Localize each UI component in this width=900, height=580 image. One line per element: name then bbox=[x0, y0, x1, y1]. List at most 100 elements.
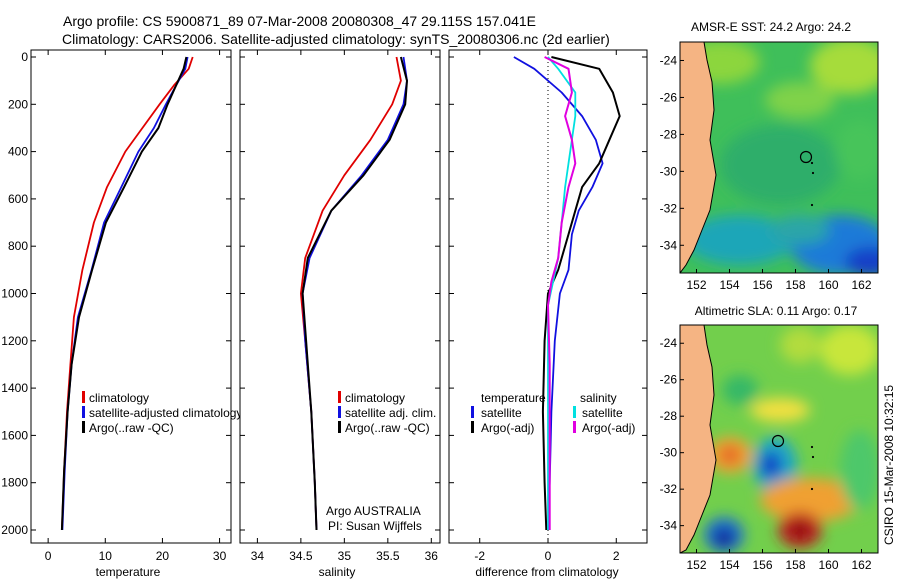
map-lat-label: -26 bbox=[660, 90, 678, 104]
map-lon-label: 158 bbox=[785, 278, 805, 292]
y-tick-label: 600 bbox=[8, 192, 28, 206]
y-tick-label: 1400 bbox=[1, 381, 28, 395]
y-tick-label: 800 bbox=[8, 239, 28, 253]
salinity-axes-box bbox=[239, 49, 441, 544]
x-tick-label: 34.5 bbox=[289, 549, 313, 563]
legend-label-climatology: climatology bbox=[89, 391, 149, 405]
sst-float-marker bbox=[799, 150, 813, 164]
legend-label-climatology: climatology bbox=[345, 391, 405, 405]
legend-label-argo: Argo(..raw -QC) bbox=[345, 421, 430, 435]
sst-island-dot bbox=[810, 161, 814, 165]
salinity-panel: 34 34.5 35 35.5 36 salinity climatology sate… bbox=[239, 49, 441, 579]
x-tick-label: 0 bbox=[45, 549, 52, 563]
y-tick-label: 1000 bbox=[1, 287, 28, 301]
sst-island-dot bbox=[810, 203, 814, 207]
legend-label-satellite: satellite adj. clim. bbox=[345, 406, 436, 420]
salinity-legend: climatology satellite adj. clim. Argo(..… bbox=[338, 391, 436, 435]
legend-swatch-argo bbox=[338, 421, 341, 433]
series-line-argo-raw-qc bbox=[60, 56, 188, 531]
map-lon-label: 160 bbox=[818, 278, 838, 292]
sst-map: AMSR-E SST: 24.2 Argo: 24.2 152 154 156 158… bbox=[660, 20, 879, 292]
sla-field bbox=[680, 325, 878, 553]
difference-legend: temperature satellite Argo(-adj) salinit… bbox=[471, 391, 635, 435]
credit-line1: Argo AUSTRALIA bbox=[326, 504, 421, 518]
y-tick-label: 2000 bbox=[1, 523, 28, 537]
side-timestamp: CSIRO 15-Mar-2008 10:32:15 bbox=[882, 385, 896, 545]
salinity-xlabel: salinity bbox=[319, 565, 356, 579]
y-tick-label: 1200 bbox=[1, 334, 28, 348]
x-tick-label: -2 bbox=[474, 549, 485, 563]
temperature-axes-box bbox=[30, 49, 232, 544]
series-line-salinity-argo-adj bbox=[544, 56, 577, 530]
y-tick-label: 200 bbox=[8, 97, 28, 111]
sst-land bbox=[680, 42, 717, 273]
y-tick-label: 1600 bbox=[1, 428, 28, 442]
sla-map-title: Altimetric SLA: 0.11 Argo: 0.17 bbox=[695, 304, 858, 318]
x-tick-label: 10 bbox=[99, 549, 113, 563]
map-lon-label: 156 bbox=[752, 278, 772, 292]
legend-swatch-sal-satellite bbox=[573, 406, 576, 418]
map-lat-label: -32 bbox=[660, 201, 678, 215]
temperature-xlabel: temperature bbox=[96, 565, 161, 579]
x-tick-label: 20 bbox=[156, 549, 170, 563]
sla-island-dot bbox=[810, 445, 814, 449]
map-lat-label: -32 bbox=[660, 482, 678, 496]
map-lon-label: 162 bbox=[851, 558, 871, 572]
legend-title-salinity: salinity bbox=[580, 391, 617, 405]
legend-swatch-argo bbox=[82, 421, 85, 433]
legend-swatch-satellite bbox=[82, 406, 85, 418]
series-line-salinity-satellite bbox=[547, 56, 577, 530]
y-tick-label: 0 bbox=[21, 50, 28, 64]
map-lat-label: -34 bbox=[660, 519, 678, 533]
difference-panel: -2 0 2 difference from climatology tempera… bbox=[448, 49, 648, 579]
map-lon-label: 160 bbox=[818, 558, 838, 572]
x-tick-label: 2 bbox=[613, 549, 620, 563]
sla-map: Altimetric SLA: 0.11 Argo: 0.17 bbox=[660, 304, 879, 572]
legend-label-sal-satellite: satellite bbox=[582, 406, 623, 420]
map-lat-label: -28 bbox=[660, 409, 678, 423]
legend-swatch-satellite bbox=[338, 406, 341, 418]
map-lon-label: 154 bbox=[719, 278, 739, 292]
legend-swatch-sal-argo bbox=[573, 421, 576, 433]
figure-title-line1: Argo profile: CS 5900871_89 07-Mar-2008 … bbox=[63, 13, 536, 29]
temperature-legend: climatology satellite-adjusted climatolo… bbox=[82, 391, 242, 435]
map-lon-label: 162 bbox=[851, 278, 871, 292]
legend-label-sal-argo: Argo(-adj) bbox=[582, 421, 635, 435]
series-line-temperature-satellite bbox=[513, 56, 604, 531]
legend-label-argo: Argo(..raw -QC) bbox=[89, 421, 174, 435]
map-lon-label: 154 bbox=[719, 558, 739, 572]
legend-label-satellite: satellite-adjusted climatology bbox=[89, 406, 242, 420]
sla-island-dot bbox=[811, 455, 815, 459]
map-lat-label: -26 bbox=[660, 373, 678, 387]
map-lat-label: -24 bbox=[660, 53, 678, 67]
difference-xlabel: difference from climatology bbox=[475, 565, 618, 579]
x-tick-label: 35 bbox=[338, 549, 352, 563]
map-lon-label: 158 bbox=[785, 558, 805, 572]
map-lat-label: -28 bbox=[660, 127, 678, 141]
map-lat-label: -30 bbox=[660, 164, 678, 178]
figure-title-line2: Climatology: CARS2006. Satellite-adjuste… bbox=[62, 31, 610, 47]
legend-label-temp-argo: Argo(-adj) bbox=[481, 421, 534, 435]
legend-label-temp-satellite: satellite bbox=[481, 406, 522, 420]
legend-swatch-climatology bbox=[82, 391, 85, 403]
x-tick-label: 0 bbox=[545, 549, 552, 563]
sst-field bbox=[680, 42, 878, 273]
x-tick-label: 30 bbox=[213, 549, 227, 563]
x-tick-label: 36 bbox=[425, 549, 439, 563]
sst-map-title: AMSR-E SST: 24.2 Argo: 24.2 bbox=[691, 20, 851, 34]
x-tick-label: 35.5 bbox=[376, 549, 400, 563]
map-lat-label: -34 bbox=[660, 238, 678, 252]
series-line-argo-raw-qc bbox=[301, 56, 408, 531]
sla-land bbox=[680, 325, 717, 553]
series-line-temperature-argo-adj bbox=[541, 56, 621, 531]
legend-swatch-climatology bbox=[338, 391, 341, 403]
y-tick-label: 1800 bbox=[1, 476, 28, 490]
credit-line2: PI: Susan Wijffels bbox=[328, 519, 422, 533]
map-lat-label: -24 bbox=[660, 336, 678, 350]
sst-map-frame bbox=[679, 41, 879, 274]
sst-island-dot bbox=[811, 171, 815, 175]
temperature-panel: 0 200 400 600 800 1000 1200 1400 1600 1800 2000 0 1… bbox=[1, 49, 242, 579]
sla-map-frame bbox=[679, 324, 879, 554]
y-tick-label: 400 bbox=[8, 145, 28, 159]
